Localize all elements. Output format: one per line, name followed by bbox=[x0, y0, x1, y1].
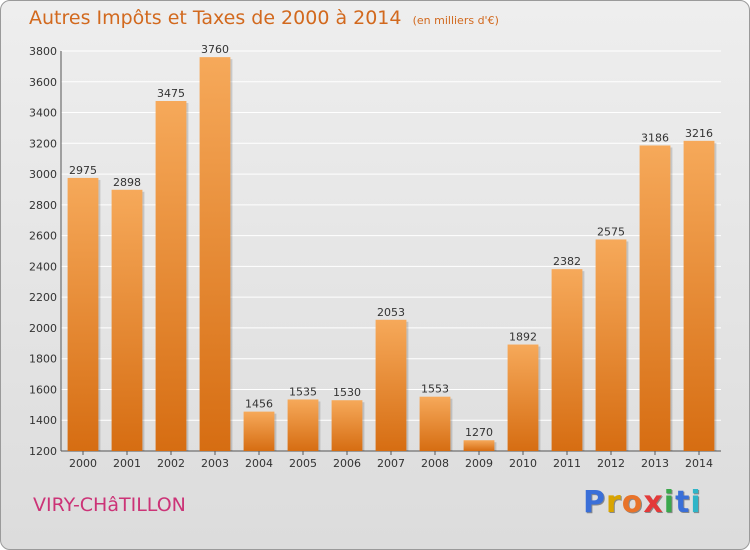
y-tick-label: 1600 bbox=[29, 383, 57, 396]
bar-value-label: 1535 bbox=[289, 385, 317, 398]
bar-value-label: 3216 bbox=[685, 127, 713, 140]
bar bbox=[331, 400, 363, 451]
bar bbox=[551, 269, 583, 451]
bar bbox=[287, 399, 319, 451]
commune-name: VIRY-CHâTILLON bbox=[33, 494, 186, 516]
bar-value-label: 2975 bbox=[69, 164, 97, 177]
logo-letter: i bbox=[663, 485, 676, 520]
x-tick-label: 2007 bbox=[377, 457, 405, 470]
y-tick-label: 2800 bbox=[29, 199, 57, 212]
y-tick-label: 2000 bbox=[29, 322, 57, 335]
bar bbox=[639, 145, 671, 451]
x-tick-label: 2008 bbox=[421, 457, 449, 470]
logo-letter: x bbox=[643, 485, 664, 520]
y-tick-label: 2600 bbox=[29, 230, 57, 243]
logo-letter: P bbox=[583, 485, 606, 520]
y-tick-label: 3200 bbox=[29, 137, 57, 150]
chart-title: Autres Impôts et Taxes de 2000 à 2014 (e… bbox=[29, 7, 499, 29]
logo-letter: i bbox=[690, 485, 702, 520]
bar-value-label: 3186 bbox=[641, 131, 669, 144]
x-tick-label: 2010 bbox=[509, 457, 537, 470]
proxiti-logo: Proxiti bbox=[583, 485, 702, 520]
bar-value-label: 1270 bbox=[465, 426, 493, 439]
bar-value-label: 1553 bbox=[421, 383, 449, 396]
bar bbox=[683, 140, 715, 451]
logo-letter: r bbox=[606, 485, 622, 520]
y-tick-label: 1800 bbox=[29, 353, 57, 366]
y-tick-label: 3400 bbox=[29, 107, 57, 120]
y-tick-label: 2400 bbox=[29, 260, 57, 273]
x-tick-label: 2014 bbox=[685, 457, 713, 470]
bar-value-label: 2382 bbox=[553, 255, 581, 268]
bar bbox=[155, 101, 187, 451]
bar-value-label: 3760 bbox=[201, 43, 229, 56]
x-tick-label: 2012 bbox=[597, 457, 625, 470]
bar bbox=[111, 189, 143, 451]
y-tick-label: 1400 bbox=[29, 414, 57, 427]
bar-value-label: 2575 bbox=[597, 225, 625, 238]
bar bbox=[375, 319, 407, 451]
x-tick-label: 2000 bbox=[69, 457, 97, 470]
x-tick-label: 2009 bbox=[465, 457, 493, 470]
bar bbox=[199, 57, 231, 452]
bar-value-label: 3475 bbox=[157, 87, 185, 100]
bar-value-label: 1530 bbox=[333, 386, 361, 399]
bar bbox=[419, 396, 451, 451]
bar-value-label: 1892 bbox=[509, 331, 537, 344]
bar-value-label: 2898 bbox=[113, 176, 141, 189]
chart-title-main: Autres Impôts et Taxes de 2000 à 2014 bbox=[29, 7, 402, 29]
y-tick-label: 3000 bbox=[29, 168, 57, 181]
y-tick-label: 3800 bbox=[29, 45, 57, 58]
x-tick-label: 2004 bbox=[245, 457, 273, 470]
x-tick-label: 2013 bbox=[641, 457, 669, 470]
bar bbox=[243, 411, 275, 451]
bar-value-label: 2053 bbox=[377, 306, 405, 319]
y-tick-label: 3600 bbox=[29, 76, 57, 89]
bar bbox=[67, 177, 99, 451]
x-tick-label: 2002 bbox=[157, 457, 185, 470]
x-tick-label: 2005 bbox=[289, 457, 317, 470]
y-tick-label: 2200 bbox=[29, 291, 57, 304]
bar bbox=[595, 239, 627, 451]
x-tick-label: 2001 bbox=[113, 457, 141, 470]
y-tick-label: 1200 bbox=[29, 445, 57, 458]
bar bbox=[507, 344, 539, 451]
bar bbox=[463, 440, 495, 451]
logo-letter: t bbox=[675, 485, 691, 520]
x-tick-label: 2003 bbox=[201, 457, 229, 470]
logo-letter: o bbox=[621, 485, 644, 520]
x-tick-label: 2011 bbox=[553, 457, 581, 470]
chart-subtitle: (en milliers d'€) bbox=[412, 14, 499, 27]
x-tick-label: 2006 bbox=[333, 457, 361, 470]
bar-value-label: 1456 bbox=[245, 398, 273, 411]
